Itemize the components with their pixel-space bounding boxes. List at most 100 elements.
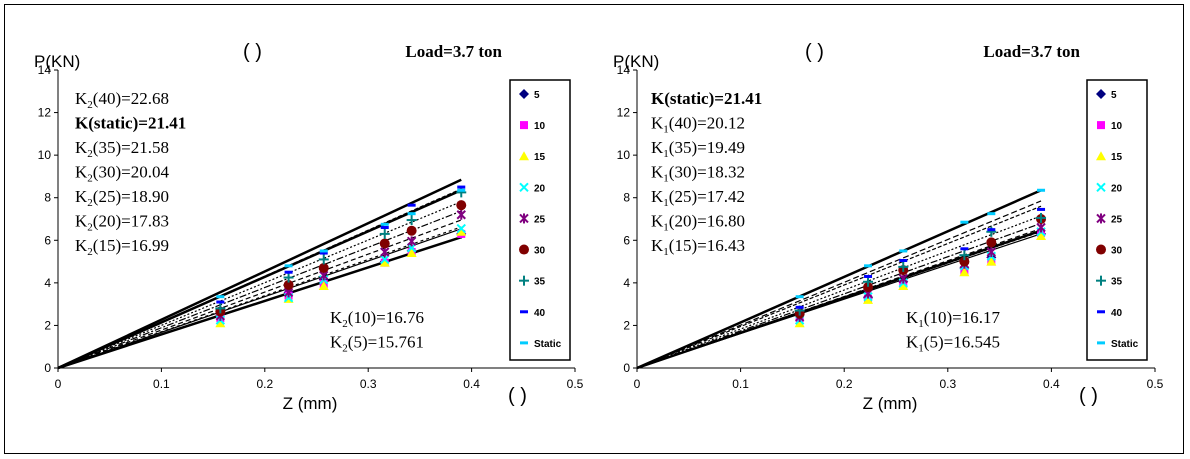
fit-line [57,201,462,369]
data-point [987,212,996,216]
data-point [899,259,908,263]
stiffness-label: K1(20)=16.80 [651,212,745,234]
paren-top: ( ) [805,41,824,63]
y-axis-label: P(KN) [34,52,80,71]
legend-label: 40 [1111,308,1123,319]
stiffness-label: K2(40)=22.68 [75,89,169,111]
x-tick-label: 0.3 [939,377,956,391]
series-30 [215,200,467,317]
y-tick-label: 14 [38,63,52,77]
stiffness-label: K(static)=21.41 [75,114,186,133]
x-tick-label: 0 [55,377,62,391]
data-point [987,228,996,232]
y-tick-label: 0 [623,361,630,375]
y-tick-label: 6 [623,233,630,247]
fit-line [636,227,1042,369]
data-point [899,249,908,253]
data-point [898,273,908,284]
data-point [457,185,466,189]
paren-bottom: ( ) [508,385,527,407]
load-label: Load=3.7 ton [983,42,1080,61]
data-point [986,256,997,266]
legend-marker [519,151,529,161]
legend-marker [519,275,529,286]
y-tick-label: 4 [44,276,51,290]
legend-label: 5 [534,90,540,101]
data-point [216,295,225,299]
legend-label: 35 [534,277,546,288]
data-point-b [380,254,390,265]
data-point [319,249,328,253]
data-point [1037,188,1046,192]
data-point [380,246,390,257]
data-point [960,247,969,251]
data-point [380,226,389,230]
stiffness-label: K1(5)=16.545 [906,333,1000,355]
x-tick-label: 0 [634,377,641,391]
data-point [898,281,909,291]
stiffness-label: K2(15)=16.99 [75,236,169,258]
stiffness-label: K2(30)=20.04 [75,163,169,185]
series-40 [216,185,466,304]
data-point [379,228,390,239]
legend-label: 10 [1111,121,1123,132]
stiffness-label: K2(20)=17.83 [75,212,169,234]
fit-line [57,228,462,369]
stiffness-label: K1(35)=19.49 [651,138,745,160]
fit-line [57,178,462,370]
y-tick-label: 10 [617,148,631,162]
data-point [319,251,328,255]
y-tick-label: 2 [623,318,630,332]
data-point [863,276,874,287]
legend-label: 20 [534,183,546,194]
legend-label: Static [1111,339,1139,350]
data-point [284,264,293,268]
chart-1: 0 2 4 6 8 10 12 14 0 0.1 0.2 0.3 0.4 0.5 P(KN) Z (mm) Lo… [34,41,584,413]
x-axis-label: Z (mm) [863,394,918,413]
x-tick-label: 0.3 [360,377,377,391]
y-tick-label: 10 [38,148,52,162]
legend-label: 15 [534,152,546,163]
y-tick-label: 8 [623,191,630,205]
series-Static [216,188,466,299]
data-point [863,282,874,293]
data-point [864,264,873,268]
stiffness-label: K1(25)=17.42 [651,187,745,209]
legend-label: 25 [534,214,546,225]
fit-line [636,200,1042,369]
fit-line [57,226,462,369]
legend-marker [519,244,529,255]
legend-marker [519,213,529,224]
legend-marker [1096,275,1106,286]
fit-line [57,188,462,369]
legend-marker [520,121,528,130]
fit-line [57,210,462,369]
stiffness-label: K1(40)=20.12 [651,114,745,136]
stiffness-label: K(static)=21.41 [651,89,762,108]
y-tick-label: 2 [44,318,51,332]
series-35 [794,212,1047,316]
data-point [216,300,225,304]
legend-label: 40 [534,308,546,319]
data-point [457,188,466,192]
data-point [1036,222,1046,233]
y-tick-label: 0 [44,361,51,375]
data-point [215,303,226,314]
y-tick-label: 6 [44,233,51,247]
data-point [407,212,416,216]
fit-line [636,205,1042,369]
legend-marker [1096,89,1106,99]
series-40 [795,207,1046,309]
data-point [959,267,970,277]
data-point [456,223,466,234]
x-tick-label: 0.2 [256,377,273,391]
data-point [1036,212,1047,223]
legend-marker [519,182,529,193]
data-point [959,250,970,261]
legend-marker-b [1096,182,1106,193]
data-point [318,281,329,291]
y-tick-label: 8 [44,191,51,205]
data-point [863,294,874,304]
legend-marker-b [519,182,529,193]
